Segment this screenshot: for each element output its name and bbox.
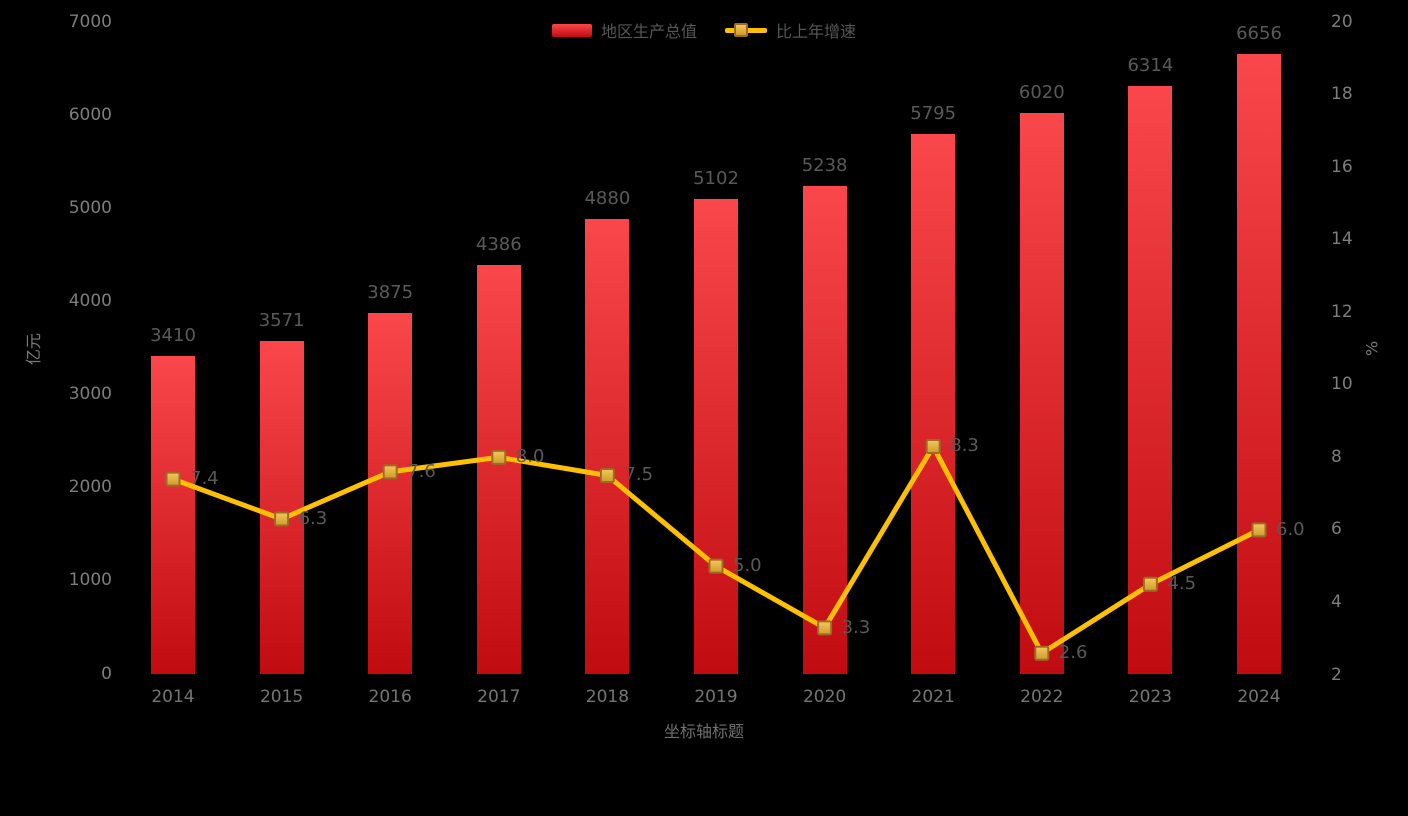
- gdp-bar-2024: [1237, 54, 1281, 674]
- line-series-swatch-icon: [725, 23, 767, 37]
- bar-value-label: 6656: [1236, 23, 1282, 45]
- growth-marker-2021: [925, 438, 941, 454]
- right-axis-tick: 12: [1331, 301, 1353, 322]
- growth-line: [170, 441, 1262, 657]
- bar-value-label: 5238: [801, 155, 848, 177]
- x-axis-label: 2016: [368, 687, 412, 707]
- bar-value-label: 4880: [584, 188, 631, 210]
- line-value-label: 3.3: [841, 616, 871, 638]
- gdp-bar-2018: [585, 219, 630, 674]
- left-axis-tick: 5000: [68, 197, 112, 218]
- right-axis-tick: 2: [1331, 664, 1342, 685]
- growth-marker-2022: [1034, 645, 1050, 661]
- bar-value-label: 3571: [258, 310, 305, 332]
- growth-marker-2023: [1142, 576, 1158, 592]
- x-axis-label: 2018: [585, 687, 630, 707]
- growth-marker-2016: [382, 464, 398, 480]
- legend-item-gdp[interactable]: 地区生产总值: [551, 18, 697, 42]
- x-axis-label: 2020: [802, 687, 847, 707]
- legend: 地区生产总值 比上年增速: [0, 18, 1408, 42]
- right-axis-tick: 8: [1331, 446, 1342, 467]
- left-axis-tick: 6000: [68, 104, 112, 125]
- bar-value-label: 4386: [475, 234, 522, 256]
- x-axis-label: 2023: [1128, 687, 1173, 707]
- left-axis-tick: 2000: [68, 477, 112, 498]
- x-axis-label: 2024: [1237, 687, 1281, 707]
- left-axis-tick: 1000: [68, 570, 112, 591]
- x-axis-label: 2021: [911, 687, 955, 707]
- gdp-bar-2019: [694, 198, 738, 674]
- legend-label-gdp: 地区生产总值: [600, 22, 697, 41]
- bar-series-swatch-icon: [551, 23, 592, 37]
- x-axis-label: 2022: [1020, 687, 1064, 707]
- gdp-bar-2020: [802, 186, 847, 674]
- x-axis-label: 2017: [477, 687, 521, 707]
- line-value-label: 8.3: [950, 435, 979, 457]
- right-axis-tick: 20: [1331, 11, 1353, 32]
- right-axis-tick: 16: [1331, 156, 1353, 177]
- bar-value-label: 5795: [910, 103, 957, 125]
- bar-value-label: 5102: [693, 167, 739, 189]
- bar-value-label: 3410: [150, 325, 196, 347]
- right-axis-tick: 18: [1331, 84, 1353, 105]
- x-axis-label: 2015: [259, 687, 304, 707]
- bar-value-label: 6020: [1018, 82, 1065, 104]
- line-value-label: 6.3: [298, 508, 328, 529]
- right-axis-tick: 4: [1331, 591, 1342, 612]
- line-value-label: 4.5: [1167, 573, 1197, 595]
- growth-marker-2019: [708, 558, 724, 574]
- legend-item-growth[interactable]: 比上年增速: [725, 18, 856, 42]
- line-value-label: 7.6: [407, 460, 436, 482]
- bar-value-label: 3875: [367, 282, 414, 304]
- gdp-bar-2021: [911, 134, 956, 674]
- left-axis-tick: 0: [101, 663, 112, 684]
- legend-label-growth: 比上年增速: [776, 22, 857, 41]
- line-value-label: 7.4: [190, 468, 219, 490]
- right-axis-tick: 14: [1331, 229, 1353, 250]
- x-axis-label: 2019: [694, 687, 738, 707]
- right-axis-tick: 10: [1331, 374, 1353, 395]
- left-axis-tick: 4000: [68, 290, 112, 311]
- x-axis-title: 坐标轴标题: [663, 722, 744, 741]
- left-axis-tick: 7000: [68, 11, 112, 32]
- bar-value-label: 6314: [1127, 54, 1174, 76]
- growth-marker-2020: [817, 620, 833, 636]
- right-axis-tick: 6: [1331, 519, 1342, 540]
- line-value-label: 2.6: [1058, 642, 1088, 664]
- line-value-label: 6.0: [1276, 518, 1305, 540]
- line-value-label: 8.0: [515, 446, 545, 468]
- left-axis-tick: 3000: [68, 384, 112, 405]
- growth-marker-2024: [1251, 522, 1267, 538]
- x-axis-label: 2014: [151, 687, 195, 707]
- gdp-bar-2014: [151, 356, 195, 674]
- growth-marker-2014: [165, 471, 181, 487]
- growth-marker-2017: [491, 449, 507, 465]
- gdp-bar-2016: [368, 313, 413, 674]
- growth-marker-2018: [599, 467, 615, 483]
- line-value-label: 7.5: [624, 464, 654, 486]
- gdp-bar-2017: [476, 265, 521, 674]
- gdp-bar-2015: [259, 341, 304, 674]
- line-value-label: 5.0: [733, 555, 762, 577]
- growth-marker-2015: [274, 511, 290, 527]
- gdp-bar-2022: [1019, 113, 1064, 674]
